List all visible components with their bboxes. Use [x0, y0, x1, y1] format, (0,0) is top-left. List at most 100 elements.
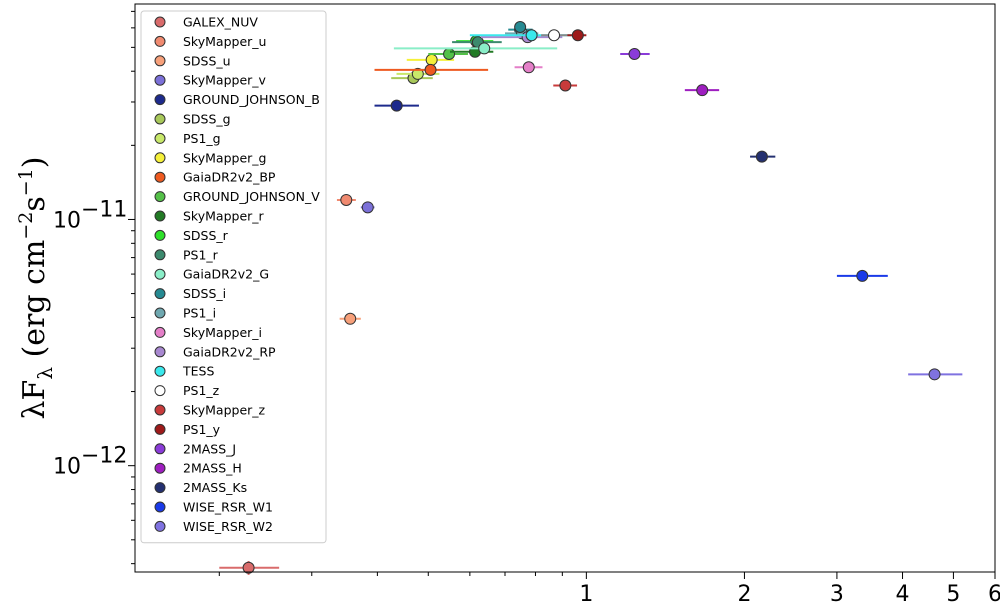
legend-marker	[154, 307, 166, 319]
legend-marker	[154, 326, 166, 338]
legend-label: SkyMapper_z	[183, 403, 266, 418]
marker	[478, 42, 491, 55]
legend-marker	[154, 443, 166, 455]
marker	[344, 312, 357, 325]
legend-label: GaiaDR2v2_RP	[183, 344, 276, 359]
legend-label: TESS	[182, 364, 214, 379]
legend-entry: SkyMapper_i	[154, 325, 262, 340]
legend-marker	[154, 94, 166, 106]
legend-marker	[154, 55, 166, 67]
legend-label: PS1_g	[183, 131, 221, 146]
legend-entry: 2MASS_H	[154, 461, 242, 476]
legend-label: SkyMapper_r	[183, 209, 265, 224]
legend-label: SkyMapper_u	[183, 34, 266, 49]
legend-entry: PS1_y	[154, 422, 221, 437]
legend-marker	[154, 229, 166, 241]
legend-label: SDSS_g	[183, 112, 231, 127]
legend-marker	[154, 249, 166, 261]
legend-entry: GaiaDR2v2_RP	[154, 344, 276, 359]
data-point-gaiadr2v2-g	[393, 42, 558, 55]
legend-marker	[154, 501, 166, 513]
legend-label: 2MASS_J	[183, 441, 236, 456]
y-tick-label: 10	[53, 455, 81, 480]
marker	[548, 29, 561, 42]
legend-label: SDSS_i	[183, 286, 226, 301]
marker	[425, 53, 438, 66]
y-tick-label: 10	[53, 208, 81, 233]
legend-entry: SkyMapper_u	[154, 34, 266, 49]
legend-label: PS1_y	[183, 422, 221, 437]
legend-marker	[154, 35, 166, 47]
marker	[242, 561, 255, 574]
y-axis-title: λFλ (erg cm−2s−1)	[15, 156, 57, 419]
legend-marker	[154, 268, 166, 280]
marker	[628, 47, 641, 60]
legend-entry: WISE_RSR_W2	[154, 519, 273, 534]
data-point-galex-nuv	[219, 561, 280, 575]
data-point-ps1-r	[452, 36, 502, 49]
marker	[390, 99, 403, 112]
legend-entry: TESS	[154, 364, 214, 379]
legend-entry: SkyMapper_r	[154, 209, 265, 224]
legend-marker	[154, 132, 166, 144]
x-tick-label: 6	[988, 582, 1000, 605]
data-point-2mass-ks	[750, 150, 776, 163]
legend-entry: GROUND_JOHNSON_B	[154, 92, 320, 107]
marker	[856, 269, 869, 282]
x-tick-label: 4	[896, 582, 910, 605]
data-point-sdss-i	[514, 20, 527, 33]
legend-label: GALEX_NUV	[183, 15, 258, 30]
marker	[424, 63, 437, 76]
legend-entry: SDSS_i	[154, 286, 226, 301]
y-tick-exponent: −11	[81, 197, 127, 222]
data-markers	[219, 20, 963, 575]
legend-marker	[154, 113, 166, 125]
data-point-skymapper-i	[514, 61, 543, 74]
marker	[525, 29, 538, 42]
legend-entry: 2MASS_Ks	[154, 480, 247, 495]
data-point-skymapper-u	[336, 193, 356, 206]
legend-label: GROUND_JOHNSON_V	[183, 189, 320, 204]
legend-entry: 2MASS_J	[154, 441, 236, 456]
legend-label: SkyMapper_v	[183, 73, 267, 88]
legend-entry: SDSS_r	[154, 228, 229, 243]
legend-entry: GALEX_NUV	[154, 15, 258, 30]
marker	[514, 20, 527, 33]
marker	[571, 29, 584, 42]
data-point-ps1-y	[567, 29, 587, 42]
legend-marker	[154, 191, 166, 203]
legend: GALEX_NUV SkyMapper_u SDSS_u SkyMapper_v GRO…	[140, 10, 327, 544]
marker	[443, 47, 456, 60]
legend-label: PS1_z	[183, 383, 220, 398]
legend-label: SkyMapper_i	[183, 325, 262, 340]
plot-frame	[134, 3, 996, 573]
data-point-2mass-j	[620, 47, 650, 60]
legend-entry: SkyMapper_z	[154, 403, 266, 418]
legend-entry: PS1_i	[154, 306, 216, 321]
marker	[928, 368, 941, 381]
legend-marker	[154, 482, 166, 494]
data-point-wise-rsr-w1	[836, 269, 888, 282]
legend-label: WISE_RSR_W1	[183, 500, 273, 515]
marker	[696, 84, 709, 97]
data-point-gaiadr2v2-bp	[374, 63, 489, 76]
x-tick-label: 1	[579, 582, 593, 605]
legend-marker	[154, 171, 166, 183]
legend-entry: GROUND_JOHNSON_V	[154, 189, 320, 204]
legend-entry: SDSS_u	[154, 53, 231, 68]
data-point-ground-johnson-b	[374, 99, 419, 112]
legend-label: SDSS_r	[183, 228, 229, 243]
data-point-ps1-z	[541, 29, 568, 42]
marker	[559, 79, 572, 92]
legend-marker	[154, 385, 166, 397]
marker	[361, 201, 374, 214]
marker	[340, 193, 353, 206]
x-tick-label: 2	[737, 582, 751, 605]
legend-marker	[154, 365, 166, 377]
y-axis-label: λFλ (erg cm−2s−1)	[15, 156, 57, 419]
legend-marker	[154, 210, 166, 222]
legend-label: WISE_RSR_W2	[183, 519, 273, 534]
data-point-skymapper-z	[553, 79, 578, 92]
data-point-skymapper-g	[406, 53, 455, 66]
